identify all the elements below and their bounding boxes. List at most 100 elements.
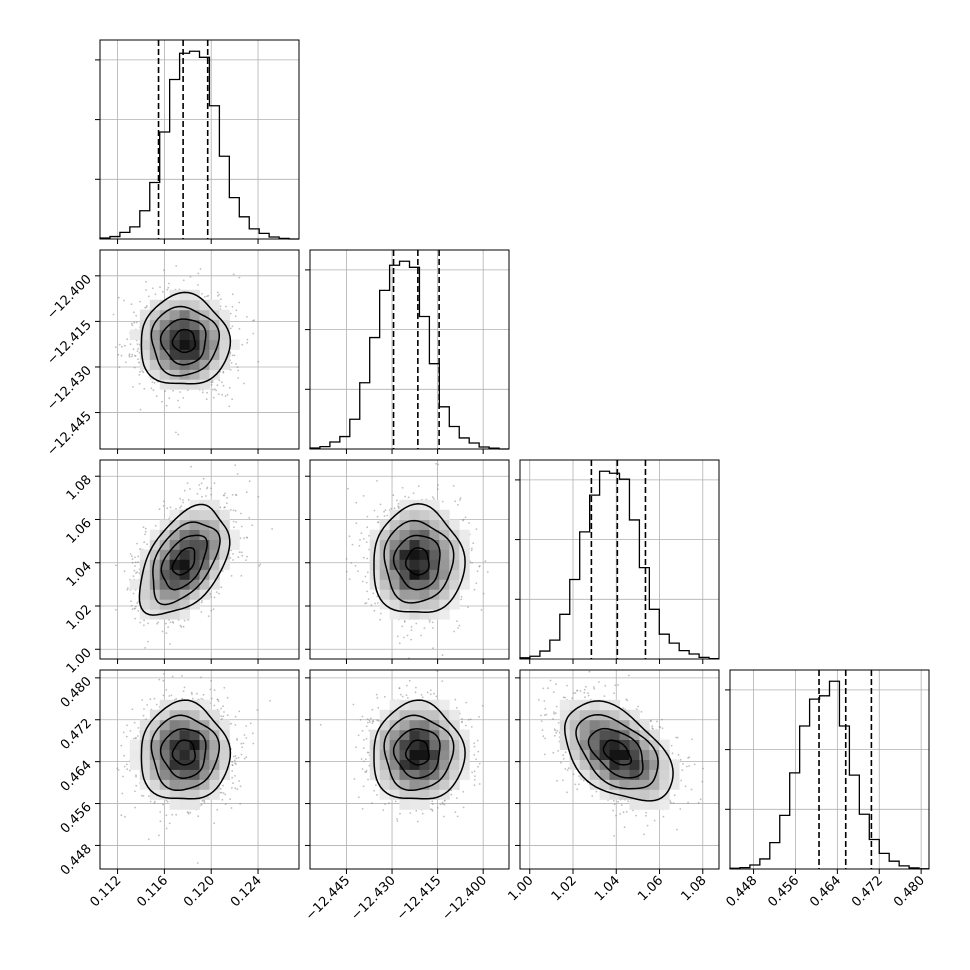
scatter-point bbox=[146, 543, 149, 546]
scatter-point bbox=[136, 542, 139, 545]
scatter-point bbox=[240, 512, 242, 515]
density-cell bbox=[139, 329, 151, 340]
density-cell bbox=[149, 339, 161, 350]
scatter-point bbox=[363, 538, 365, 540]
scatter-point bbox=[354, 564, 357, 567]
scatter-point bbox=[126, 338, 129, 341]
density-cell bbox=[139, 569, 151, 580]
scatter-point bbox=[161, 400, 163, 403]
density-cell bbox=[189, 589, 200, 600]
scatter-point bbox=[475, 582, 478, 585]
scatter-point bbox=[236, 473, 239, 475]
scatter-point bbox=[136, 350, 139, 352]
density-cell bbox=[169, 599, 180, 610]
scatter-point bbox=[189, 276, 192, 278]
scatter-point bbox=[180, 505, 183, 507]
density-cell bbox=[209, 509, 220, 521]
scatter-point bbox=[203, 296, 206, 298]
density-cell bbox=[229, 339, 240, 350]
density-cell bbox=[199, 559, 210, 570]
scatter-point bbox=[232, 509, 235, 512]
scatter-point bbox=[95, 307, 97, 309]
scatter-point bbox=[112, 313, 115, 316]
scatter-point bbox=[213, 388, 216, 391]
scatter-point bbox=[234, 315, 237, 318]
density-cell bbox=[219, 309, 230, 321]
scatter-point bbox=[228, 405, 231, 408]
scatter-point bbox=[452, 485, 455, 487]
scatter-point bbox=[179, 624, 182, 627]
scatter-point bbox=[257, 495, 260, 498]
scatter-point bbox=[221, 381, 223, 384]
density-cell bbox=[159, 529, 170, 540]
density-cell bbox=[199, 569, 210, 580]
scatter-point bbox=[128, 356, 131, 358]
density-cell bbox=[149, 599, 161, 610]
scatter-point bbox=[246, 536, 248, 539]
scatter-point bbox=[207, 615, 210, 617]
scatter-point bbox=[206, 391, 209, 394]
scatter-point bbox=[205, 398, 208, 401]
scatter-point bbox=[138, 382, 141, 385]
scatter-point bbox=[220, 586, 223, 589]
density-cell bbox=[159, 589, 170, 600]
scatter-point bbox=[147, 622, 150, 625]
density-cell bbox=[169, 329, 180, 340]
scatter-point bbox=[252, 319, 254, 322]
scatter-point bbox=[147, 640, 149, 643]
density-cell bbox=[209, 369, 220, 380]
density-cell bbox=[149, 359, 161, 370]
scatter-point bbox=[237, 377, 240, 379]
scatter-point bbox=[238, 328, 241, 330]
scatter-point bbox=[392, 494, 395, 497]
density-cell bbox=[149, 529, 161, 540]
density-cell bbox=[169, 509, 180, 521]
scatter-point bbox=[207, 294, 210, 297]
scatter-point bbox=[143, 387, 146, 390]
density-cell bbox=[139, 549, 151, 560]
y-tick-label: −12.430 bbox=[44, 363, 94, 413]
density-cell bbox=[149, 319, 161, 330]
scatter-point bbox=[172, 389, 175, 392]
scatter-point bbox=[133, 321, 136, 324]
scatter-point bbox=[365, 541, 368, 543]
scatter-point bbox=[139, 371, 141, 373]
scatter-point bbox=[147, 295, 150, 298]
scatter-point bbox=[156, 622, 159, 625]
density-cell bbox=[139, 309, 151, 321]
scatter-point bbox=[348, 578, 351, 580]
scatter-point bbox=[223, 506, 226, 509]
scatter-point bbox=[148, 369, 150, 372]
scatter-point bbox=[241, 554, 244, 557]
density-cell bbox=[129, 579, 141, 590]
scatter-point bbox=[217, 393, 220, 395]
scatter-point bbox=[377, 602, 379, 604]
scatter-point bbox=[248, 516, 251, 519]
scatter-point bbox=[231, 398, 234, 401]
contour-line bbox=[171, 328, 196, 354]
scatter-point bbox=[167, 286, 170, 289]
density-cell bbox=[189, 509, 200, 521]
scatter-point bbox=[130, 604, 133, 607]
scatter-point bbox=[144, 306, 147, 309]
scatter-point bbox=[123, 299, 125, 302]
scatter-point bbox=[143, 624, 145, 627]
scatter-point bbox=[345, 570, 348, 573]
panel-frame bbox=[729, 669, 930, 870]
scatter-point bbox=[218, 379, 221, 382]
density-cell bbox=[219, 549, 230, 560]
x-tick-label: 0.448 bbox=[723, 873, 760, 910]
density-cell bbox=[199, 299, 210, 311]
scatter-point bbox=[238, 276, 241, 279]
scatter-point bbox=[180, 626, 183, 628]
y-tick-label: 1.02 bbox=[64, 602, 95, 633]
scatter-point bbox=[372, 592, 375, 595]
scatter-point bbox=[150, 387, 153, 390]
scatter-panel-0-1: −12.445−12.430−12.415−12.400 bbox=[44, 249, 300, 459]
scatter-point bbox=[210, 487, 213, 490]
density-cell bbox=[199, 349, 210, 360]
scatter-point bbox=[210, 381, 213, 384]
scatter-point bbox=[168, 282, 170, 285]
scatter-point bbox=[222, 371, 225, 374]
